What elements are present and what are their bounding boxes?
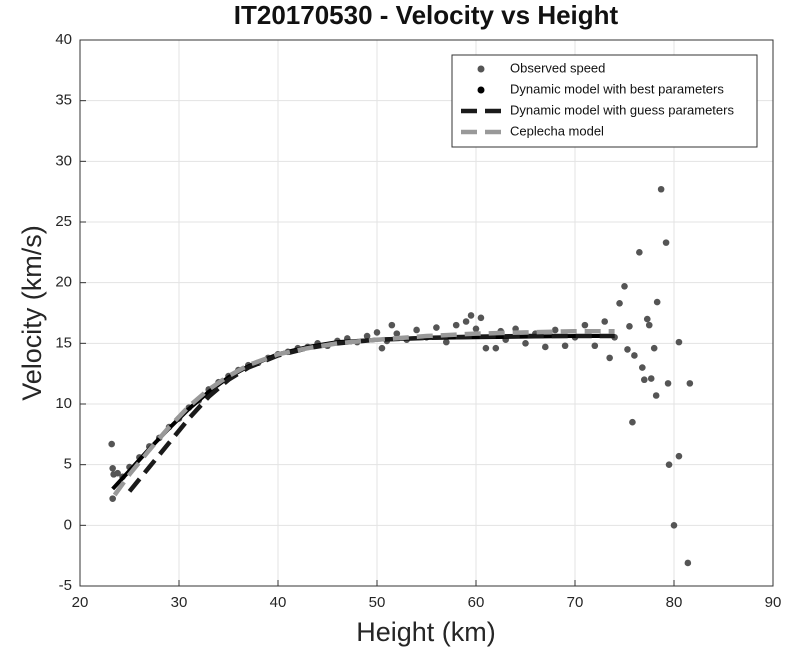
x-tick-label: 60 — [468, 594, 485, 611]
legend-marker — [477, 65, 485, 73]
x-tick-label: 30 — [171, 594, 188, 611]
x-tick-label: 70 — [567, 594, 584, 611]
point — [114, 469, 121, 477]
legend-box — [451, 54, 758, 148]
point — [373, 329, 381, 336]
legend-label: Ceplecha model — [510, 123, 604, 138]
point — [492, 344, 500, 352]
point — [606, 354, 613, 362]
point — [581, 321, 589, 329]
point — [472, 325, 480, 333]
point — [621, 283, 628, 290]
y-tick-label: 30 — [55, 152, 72, 169]
point — [363, 332, 371, 340]
legend-label: Observed speed — [510, 60, 605, 75]
point — [542, 343, 549, 351]
point — [665, 461, 673, 468]
point — [413, 326, 420, 334]
point — [109, 465, 116, 472]
point — [591, 342, 599, 350]
point — [433, 324, 440, 331]
line — [112, 328, 615, 497]
point — [551, 326, 559, 334]
y-tick-label: 0 — [64, 516, 72, 533]
point — [482, 344, 490, 352]
x-tick-label: 40 — [270, 594, 287, 611]
plot-frame — [79, 39, 774, 587]
y-tick-label: 20 — [55, 274, 72, 291]
point — [108, 440, 115, 448]
point — [624, 346, 631, 353]
point — [657, 185, 665, 193]
y-tick-label: 25 — [55, 213, 72, 230]
point — [647, 375, 655, 382]
point — [650, 344, 658, 352]
point — [629, 418, 636, 426]
point — [662, 239, 670, 246]
point — [684, 559, 692, 567]
point — [443, 338, 450, 346]
point — [477, 314, 485, 322]
chart-title: IT20170530 - Velocity vs Height — [234, 0, 619, 30]
point — [645, 321, 653, 329]
y-tick-label: -5 — [59, 577, 72, 594]
x-tick-label: 50 — [369, 594, 386, 611]
y-tick-label: 5 — [64, 456, 72, 473]
point — [522, 340, 529, 347]
point — [388, 321, 396, 329]
x-tick-label: 20 — [72, 594, 89, 611]
y-tick-label: 40 — [55, 31, 72, 48]
point — [686, 380, 694, 387]
point — [631, 352, 638, 359]
point — [675, 338, 683, 346]
point — [616, 299, 623, 307]
point — [601, 318, 608, 325]
x-axis-label: Height (km) — [356, 617, 496, 647]
point — [652, 392, 660, 399]
legend-label: Dynamic model with guess parameters — [510, 102, 734, 117]
y-tick-label: 15 — [55, 334, 72, 351]
point — [664, 380, 672, 387]
x-tick-label: 80 — [666, 594, 683, 611]
point — [393, 330, 401, 337]
point — [467, 312, 475, 319]
point — [636, 249, 643, 256]
point — [378, 344, 386, 352]
point — [109, 495, 116, 502]
y-tick-label: 35 — [55, 92, 72, 109]
point — [653, 298, 661, 306]
point — [452, 321, 460, 329]
point — [675, 452, 683, 460]
point — [670, 522, 678, 529]
point — [641, 376, 648, 384]
point — [626, 323, 633, 330]
legend-label: Dynamic model with best parameters — [510, 81, 724, 96]
point — [639, 364, 646, 371]
y-axis-label: Velocity (km/s) — [17, 225, 47, 401]
legend-marker — [477, 86, 485, 94]
x-tick-label: 90 — [765, 594, 782, 611]
point — [561, 342, 569, 350]
point — [643, 315, 651, 323]
line — [127, 333, 615, 493]
point — [462, 318, 470, 325]
y-tick-label: 10 — [55, 395, 72, 412]
